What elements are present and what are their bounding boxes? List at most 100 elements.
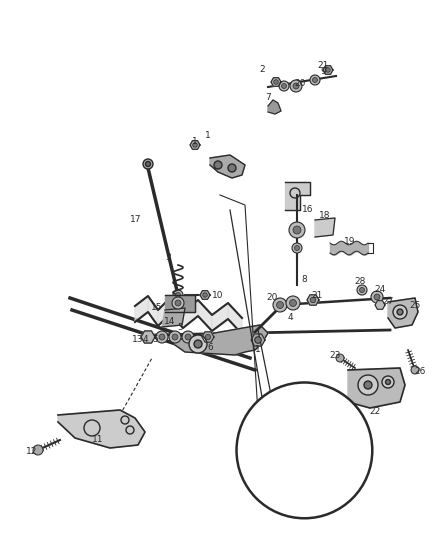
Circle shape xyxy=(156,331,168,343)
Text: 28: 28 xyxy=(354,278,366,287)
Text: 21: 21 xyxy=(317,61,328,69)
Text: 20: 20 xyxy=(294,79,306,88)
Circle shape xyxy=(276,302,283,309)
Polygon shape xyxy=(190,141,200,149)
Circle shape xyxy=(312,77,318,83)
Circle shape xyxy=(290,80,302,92)
Text: 21: 21 xyxy=(311,290,323,300)
Polygon shape xyxy=(307,295,319,305)
Text: 25: 25 xyxy=(410,301,420,310)
Circle shape xyxy=(411,366,419,374)
Polygon shape xyxy=(175,325,268,355)
Text: 4: 4 xyxy=(287,313,293,322)
Circle shape xyxy=(292,243,302,253)
Circle shape xyxy=(273,298,287,312)
Polygon shape xyxy=(315,218,335,237)
Text: 1: 1 xyxy=(205,131,211,140)
Polygon shape xyxy=(135,296,148,322)
Circle shape xyxy=(293,83,299,89)
Circle shape xyxy=(255,337,261,343)
Polygon shape xyxy=(165,295,195,312)
Circle shape xyxy=(189,335,207,353)
Polygon shape xyxy=(271,78,281,86)
Text: 24: 24 xyxy=(374,286,385,295)
Polygon shape xyxy=(148,296,158,326)
Circle shape xyxy=(371,291,383,303)
Polygon shape xyxy=(228,303,242,334)
Circle shape xyxy=(289,222,305,238)
Circle shape xyxy=(293,226,301,234)
Polygon shape xyxy=(58,410,145,448)
Circle shape xyxy=(205,334,211,340)
Circle shape xyxy=(255,337,261,343)
Polygon shape xyxy=(285,182,310,210)
Circle shape xyxy=(172,334,178,340)
Text: 26: 26 xyxy=(414,367,426,376)
Polygon shape xyxy=(388,298,418,328)
Text: 8: 8 xyxy=(301,276,307,285)
Text: 2: 2 xyxy=(259,66,265,75)
Text: 6: 6 xyxy=(207,343,213,352)
Text: 7: 7 xyxy=(265,93,271,102)
Circle shape xyxy=(385,379,391,384)
Circle shape xyxy=(282,84,286,88)
Circle shape xyxy=(374,294,380,300)
Text: 20: 20 xyxy=(266,294,278,303)
Circle shape xyxy=(203,293,207,297)
Circle shape xyxy=(294,246,300,251)
Circle shape xyxy=(173,290,183,300)
Text: 15: 15 xyxy=(151,303,163,311)
Circle shape xyxy=(326,68,330,72)
Polygon shape xyxy=(202,332,214,342)
Text: 5: 5 xyxy=(177,322,183,332)
Text: 23: 23 xyxy=(329,351,341,359)
Circle shape xyxy=(143,159,153,169)
Circle shape xyxy=(175,300,181,306)
Text: 27: 27 xyxy=(382,297,394,306)
Text: 4: 4 xyxy=(142,335,148,344)
Circle shape xyxy=(310,75,320,85)
Text: 1: 1 xyxy=(192,138,198,147)
Text: 10: 10 xyxy=(212,290,224,300)
Circle shape xyxy=(393,305,407,319)
Circle shape xyxy=(336,354,344,362)
Text: 14: 14 xyxy=(164,318,176,327)
Polygon shape xyxy=(200,290,210,300)
Circle shape xyxy=(214,161,222,169)
Circle shape xyxy=(145,161,151,166)
Text: 11: 11 xyxy=(92,435,104,445)
Circle shape xyxy=(382,376,394,388)
Polygon shape xyxy=(323,66,333,74)
Text: 1: 1 xyxy=(255,345,261,354)
Circle shape xyxy=(237,383,372,518)
Polygon shape xyxy=(158,298,170,326)
Circle shape xyxy=(358,375,378,395)
Text: 22: 22 xyxy=(369,408,381,416)
Circle shape xyxy=(364,381,372,389)
Circle shape xyxy=(290,300,297,306)
Circle shape xyxy=(193,143,197,147)
Text: 9: 9 xyxy=(320,68,326,77)
Text: 18: 18 xyxy=(319,211,331,220)
Polygon shape xyxy=(212,303,228,331)
Polygon shape xyxy=(375,301,385,309)
Text: 3: 3 xyxy=(165,254,171,262)
Polygon shape xyxy=(251,334,265,346)
Text: 13: 13 xyxy=(132,335,144,344)
Polygon shape xyxy=(170,298,183,328)
Polygon shape xyxy=(162,308,185,327)
Text: 12: 12 xyxy=(26,448,38,456)
Circle shape xyxy=(310,297,316,303)
Circle shape xyxy=(194,340,202,348)
Circle shape xyxy=(176,293,180,297)
Polygon shape xyxy=(198,300,212,331)
Circle shape xyxy=(159,334,165,340)
Polygon shape xyxy=(348,368,405,408)
Circle shape xyxy=(169,331,181,343)
Text: 19: 19 xyxy=(344,238,356,246)
Circle shape xyxy=(286,296,300,310)
Circle shape xyxy=(33,445,43,455)
Polygon shape xyxy=(268,100,281,114)
Text: 17: 17 xyxy=(130,215,142,224)
Text: 5: 5 xyxy=(152,335,158,344)
